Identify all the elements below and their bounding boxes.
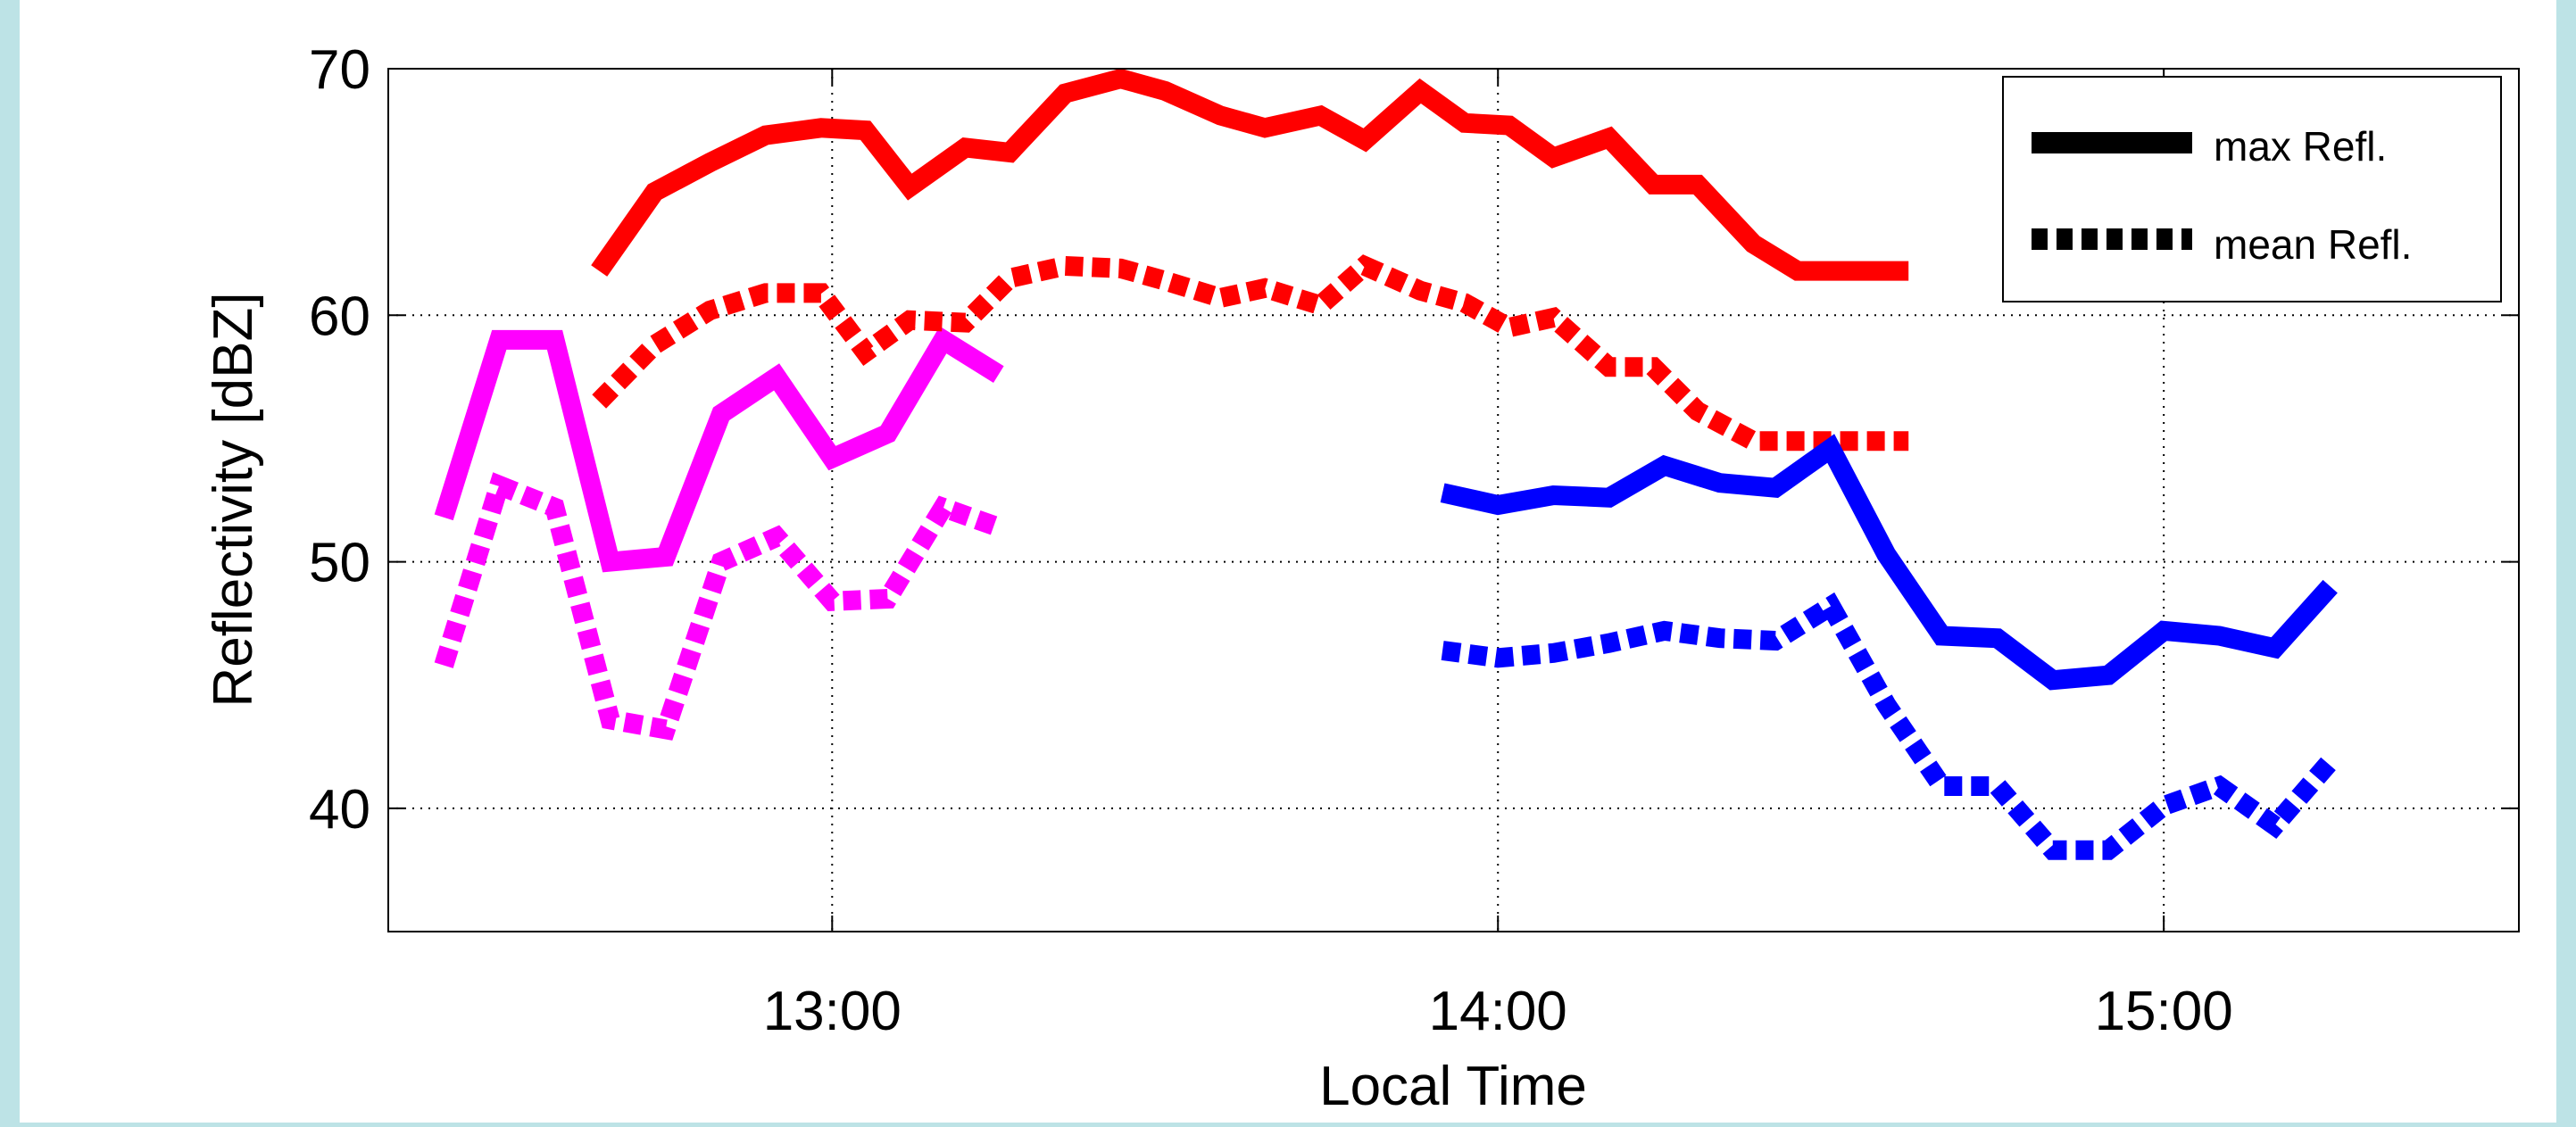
grid-lines [388, 69, 2519, 932]
legend-label-max: max Refl. [2214, 123, 2387, 170]
x-tick-label-0: 13:00 [763, 981, 902, 1042]
y-axis-label: Reflectivity [dBZ] [203, 292, 264, 707]
series-line-2 [591, 68, 1909, 281]
x-tick-label-2: 15:00 [2095, 981, 2233, 1042]
series-line-4 [1440, 434, 2338, 691]
x-tick-label-1: 14:00 [1429, 981, 1567, 1042]
legend: max Refl. mean Refl. [2002, 76, 2502, 302]
series-line-3 [592, 254, 1909, 452]
x-axis-label: Local Time [1319, 1056, 1587, 1117]
y-tick-label-3: 70 [309, 39, 370, 101]
axis-ticks: 13:00 14:00 15:00 40 50 60 70 [309, 39, 2519, 1042]
y-tick-label-1: 50 [309, 533, 370, 594]
series-line-0 [434, 326, 1004, 573]
plot-frame [387, 68, 2520, 932]
series-line-1 [434, 472, 1002, 741]
figure: 13:00 14:00 15:00 40 50 60 70 Local Time Refle… [20, 0, 2556, 1123]
series-lines [434, 68, 2339, 860]
legend-box [2002, 76, 2502, 302]
line-chart: 13:00 14:00 15:00 40 50 60 70 Local Time Refle… [203, 39, 2520, 1117]
y-tick-label-0: 40 [309, 779, 370, 841]
y-tick-label-2: 60 [309, 286, 370, 347]
series-line-5 [1441, 592, 2339, 860]
legend-label-mean: mean Refl. [2214, 221, 2412, 268]
